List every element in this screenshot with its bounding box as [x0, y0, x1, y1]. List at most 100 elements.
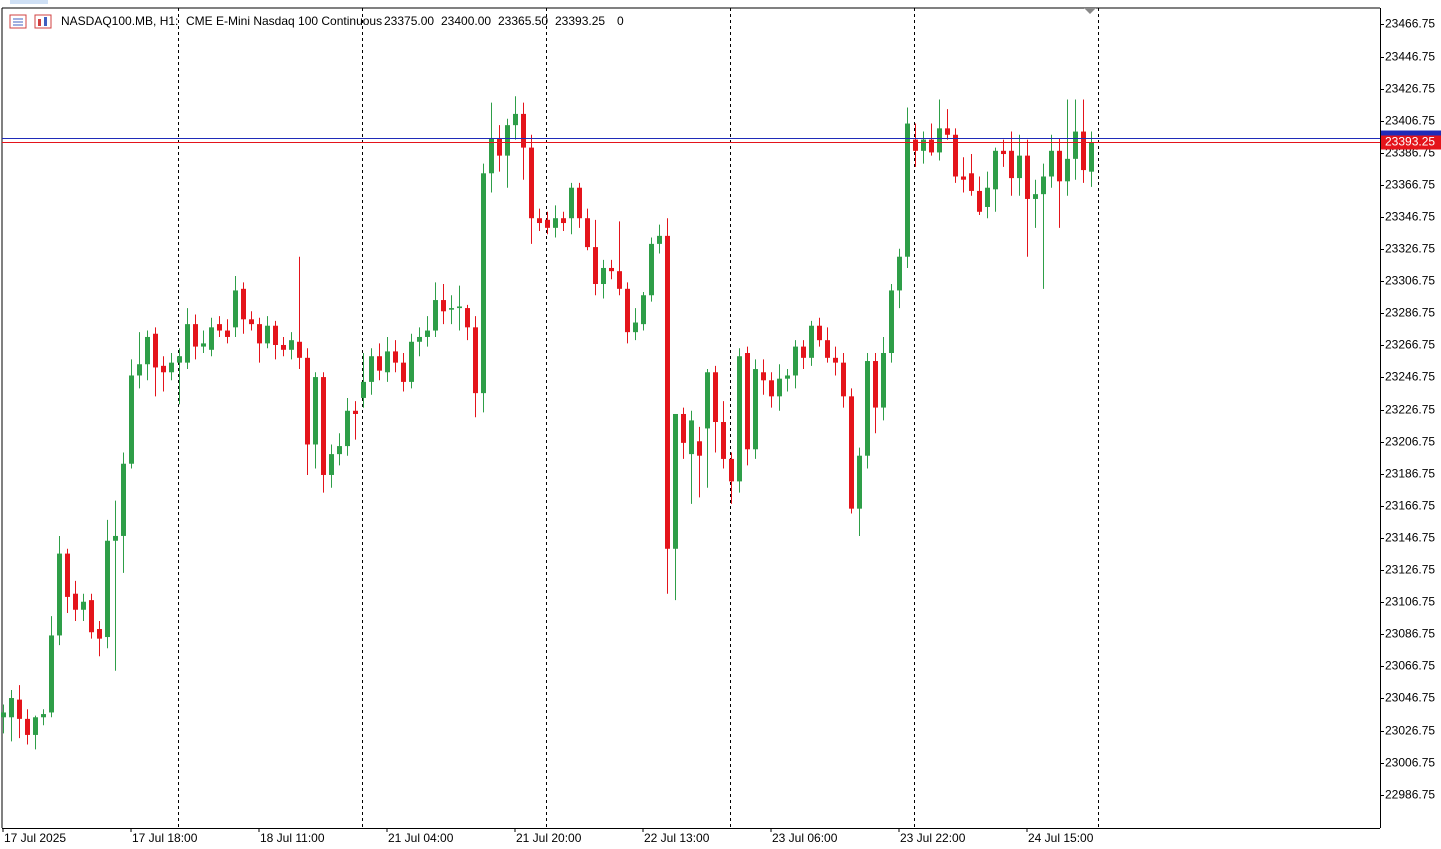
- candle-body: [545, 219, 550, 228]
- candle-body: [473, 327, 478, 394]
- x-tick-label: 24 Jul 15:00: [1028, 831, 1094, 845]
- candle-body: [193, 324, 198, 347]
- y-tick-label: 22986.75: [1385, 788, 1435, 802]
- y-tick-label: 23066.75: [1385, 659, 1435, 673]
- x-tick-label: 21 Jul 04:00: [388, 831, 454, 845]
- candle-body: [177, 356, 182, 363]
- candle-body: [241, 288, 246, 320]
- candle-body: [81, 601, 86, 610]
- candle-body: [785, 375, 790, 379]
- candle-body: [1081, 131, 1086, 171]
- y-tick-label: 23146.75: [1385, 531, 1435, 545]
- header-description: CME E-Mini Nasdaq 100 Continuous: [186, 14, 382, 28]
- candle-body: [865, 361, 870, 456]
- y-tick-label: 23406.75: [1385, 114, 1435, 128]
- candle-body: [769, 380, 774, 397]
- candle-body: [217, 324, 222, 331]
- y-tick-label: 23186.75: [1385, 467, 1435, 481]
- candle-body: [705, 372, 710, 429]
- candle-body: [905, 123, 910, 257]
- candle-body: [1025, 155, 1030, 199]
- x-tick-label: 22 Jul 13:00: [644, 831, 710, 845]
- candle-body: [153, 333, 158, 368]
- candle-body: [977, 190, 982, 212]
- candle-body: [289, 340, 294, 350]
- candle-body: [305, 357, 310, 445]
- header-low: 23365.50: [498, 14, 548, 28]
- y-tick-label: 23026.75: [1385, 724, 1435, 738]
- header-volume: 0: [617, 14, 624, 28]
- candle-body: [1089, 142, 1094, 172]
- candle-body: [209, 327, 214, 350]
- candle-body: [329, 454, 334, 475]
- candle-body: [897, 256, 902, 291]
- x-tick-label: 17 Jul 18:00: [132, 831, 198, 845]
- candle-body: [73, 593, 78, 610]
- candle-body: [577, 187, 582, 219]
- icon: [34, 14, 52, 29]
- candle-body: [841, 362, 846, 397]
- candle-body: [593, 247, 598, 285]
- candle-body: [9, 698, 14, 718]
- candle-body: [681, 413, 686, 443]
- candle-body: [721, 422, 726, 459]
- candle-body: [505, 125, 510, 156]
- candle-body: [633, 322, 638, 333]
- candle-body: [969, 173, 974, 191]
- candle-body: [689, 420, 694, 455]
- candle-body: [393, 351, 398, 363]
- candle-body: [57, 553, 62, 636]
- candle-body: [1001, 150, 1006, 155]
- candle-body: [641, 295, 646, 325]
- candle-body: [585, 218, 590, 248]
- y-tick-label: 23366.75: [1385, 178, 1435, 192]
- candle-body: [529, 147, 534, 219]
- candle-body: [409, 341, 414, 382]
- y-tick-label: 23306.75: [1385, 274, 1435, 288]
- candle-body: [625, 288, 630, 333]
- candle-body: [777, 378, 782, 397]
- candle-body: [945, 128, 950, 135]
- y-tick-label: 23346.75: [1385, 210, 1435, 224]
- candle-body: [793, 346, 798, 376]
- y-tick-label: 23046.75: [1385, 691, 1435, 705]
- candle-body: [41, 714, 46, 718]
- candle-body: [801, 346, 806, 358]
- candle-body: [713, 372, 718, 423]
- candle-body: [761, 372, 766, 381]
- candle-body: [921, 139, 926, 151]
- shift-marker: [1084, 8, 1096, 14]
- candle-body: [97, 629, 102, 639]
- candle-body: [537, 218, 542, 224]
- candle-body: [273, 325, 278, 345]
- tab-stub: [10, 0, 48, 4]
- price-label-box: [1381, 135, 1441, 150]
- candle-body: [441, 300, 446, 312]
- candle-body: [745, 353, 750, 450]
- candle-body: [281, 344, 286, 350]
- candle-body: [449, 308, 454, 310]
- candle-body: [297, 341, 302, 358]
- candle-body: [1041, 176, 1046, 195]
- x-tick-label: 21 Jul 20:00: [516, 831, 582, 845]
- candle-body: [169, 362, 174, 373]
- candle-body: [1065, 158, 1070, 182]
- candle-body: [401, 362, 406, 382]
- candle-body: [601, 267, 606, 285]
- y-tick-label: 23006.75: [1385, 756, 1435, 770]
- candle-body: [313, 377, 318, 445]
- candle-body: [553, 218, 558, 228]
- candle-body: [497, 137, 502, 156]
- y-tick-label: 23426.75: [1385, 82, 1435, 96]
- candle-body: [265, 325, 270, 344]
- y-tick-label: 23466.75: [1385, 17, 1435, 31]
- candle-body: [817, 325, 822, 341]
- candle-body: [809, 325, 814, 358]
- y-tick-label: 23086.75: [1385, 627, 1435, 641]
- candle-body: [913, 139, 918, 151]
- candle-body: [737, 356, 742, 482]
- header-high: 23400.00: [441, 14, 491, 28]
- candle-body: [993, 150, 998, 190]
